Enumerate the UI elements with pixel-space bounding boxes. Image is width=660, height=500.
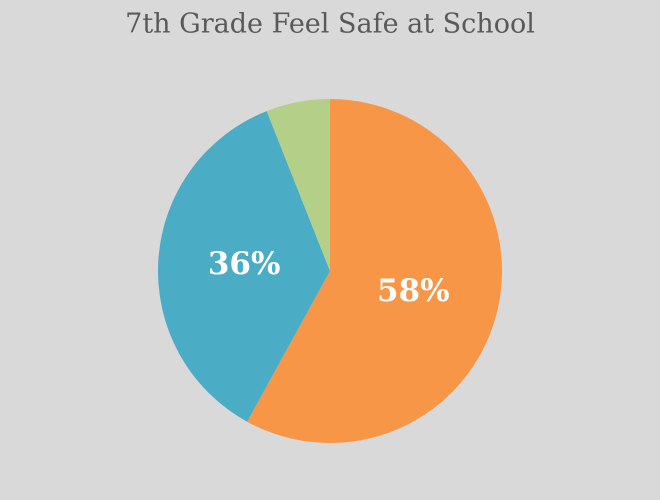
data-label: 36% xyxy=(208,246,281,282)
pie-slice xyxy=(158,111,330,422)
chart-title: 7th Grade Feel Safe at School xyxy=(125,9,535,40)
pie-slice xyxy=(266,99,330,271)
data-label: 58% xyxy=(377,273,450,309)
pie-slice xyxy=(247,99,502,443)
